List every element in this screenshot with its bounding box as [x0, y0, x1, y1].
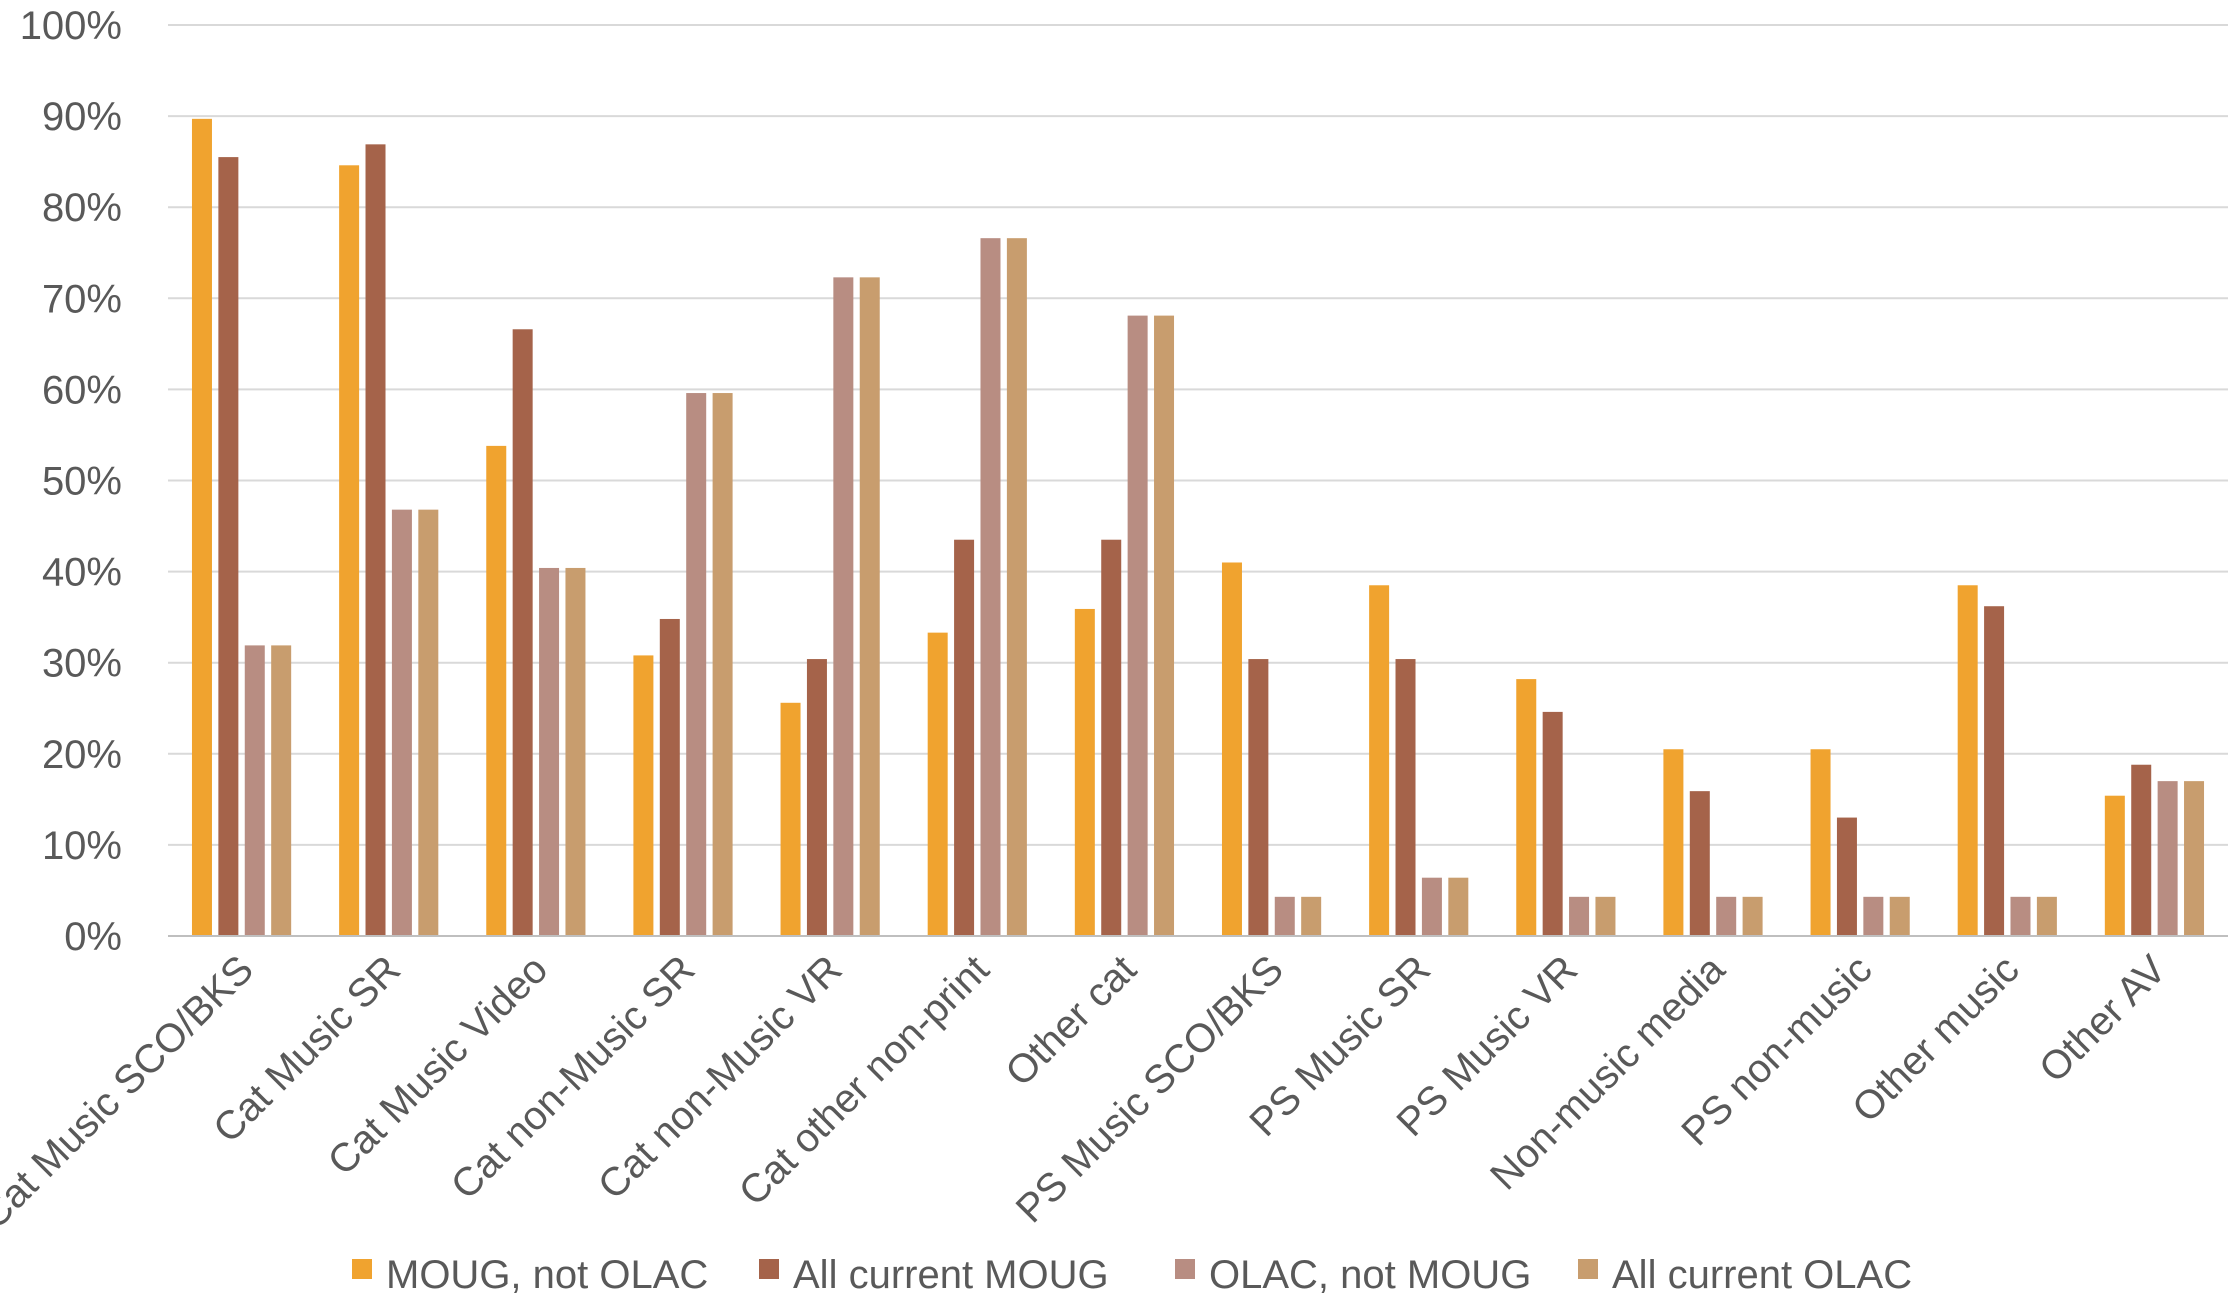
bar — [418, 509, 439, 936]
bar — [1074, 608, 1095, 936]
bar — [1516, 679, 1537, 936]
gridlines — [168, 24, 2228, 846]
bar — [1154, 315, 1175, 936]
bar — [391, 509, 412, 936]
bar — [1221, 562, 1242, 936]
bar — [1421, 877, 1442, 936]
x-tick-label: Other AV — [2031, 947, 2175, 1091]
bar — [1542, 711, 1563, 936]
bar — [859, 277, 880, 936]
bar — [659, 618, 680, 936]
bar — [2036, 896, 2057, 936]
bar — [1448, 877, 1469, 936]
legend-label: All current MOUG — [793, 1253, 1109, 1297]
bar — [244, 645, 265, 936]
bar — [1689, 791, 1710, 936]
bar — [2184, 781, 2205, 936]
x-tick-label: Cat other non-print — [731, 947, 998, 1214]
bar — [1274, 896, 1295, 936]
y-tick-label: 20% — [42, 733, 122, 777]
x-tick-label: PS Music SCO/BKS — [1008, 947, 1292, 1231]
bar — [512, 329, 533, 936]
legend-item: OLAC, not MOUG — [1175, 1253, 1531, 1297]
bar — [486, 445, 507, 936]
bar — [218, 157, 239, 937]
bars — [191, 118, 2205, 937]
legend-swatch — [759, 1259, 779, 1279]
y-tick-label: 90% — [42, 95, 122, 139]
bar — [1101, 539, 1122, 936]
bar — [2131, 764, 2152, 936]
bar — [1836, 817, 1857, 936]
legend-label: MOUG, not OLAC — [386, 1253, 708, 1297]
bar — [1569, 896, 1590, 936]
legend-swatch — [1578, 1259, 1598, 1279]
legend-swatch — [352, 1259, 372, 1279]
bar — [1395, 659, 1416, 936]
bar — [1716, 896, 1737, 936]
bar — [833, 277, 854, 936]
bar — [1006, 238, 1027, 936]
legend-item: MOUG, not OLAC — [352, 1253, 708, 1297]
x-tick-label: Other cat — [997, 947, 1144, 1094]
bar — [927, 632, 948, 936]
bar — [1127, 315, 1148, 936]
bar — [1863, 896, 1884, 936]
y-tick-label: 80% — [42, 186, 122, 230]
bar — [1742, 896, 1763, 936]
bar — [633, 655, 654, 936]
bar — [365, 144, 386, 936]
x-tick-label: Cat non-Music VR — [590, 947, 851, 1208]
bar — [2157, 781, 2178, 936]
y-tick-label: 100% — [20, 4, 122, 48]
legend-item: All current OLAC — [1578, 1253, 1912, 1297]
bar — [954, 539, 975, 936]
bar — [1301, 896, 1322, 936]
legend-swatch — [1175, 1259, 1195, 1279]
legend-label: All current OLAC — [1612, 1253, 1912, 1297]
bar — [1369, 585, 1390, 936]
bar — [1248, 659, 1269, 936]
bar — [686, 393, 707, 936]
bar — [539, 567, 560, 936]
y-tick-label: 50% — [42, 460, 122, 504]
bar — [2010, 896, 2031, 936]
bar — [1663, 749, 1684, 936]
legend: MOUG, not OLAC All current MOUG OLAC, not … — [352, 1253, 1912, 1297]
y-tick-label: 10% — [42, 824, 122, 868]
bar — [1984, 606, 2005, 936]
bar — [565, 567, 586, 936]
legend-item: All current MOUG — [759, 1253, 1109, 1297]
bar — [1957, 585, 1978, 936]
legend-label: OLAC, not MOUG — [1209, 1253, 1531, 1297]
y-tick-label: 0% — [64, 915, 122, 959]
bar — [1595, 896, 1616, 936]
y-tick-label: 60% — [42, 368, 122, 412]
y-tick-label: 30% — [42, 642, 122, 686]
bar — [980, 238, 1001, 936]
y-axis-tick-labels: 0% 10% 20% 30% 40% 50% 60% 70% 80% 90% 100% — [20, 4, 122, 959]
bar — [1889, 896, 1910, 936]
bar — [806, 659, 827, 936]
bar — [271, 645, 292, 936]
bar — [712, 393, 733, 936]
bar — [339, 165, 360, 936]
bar — [780, 702, 801, 936]
y-tick-label: 70% — [42, 277, 122, 321]
bar — [191, 118, 212, 936]
bar — [2104, 795, 2125, 936]
bar — [1810, 749, 1831, 936]
x-tick-label: Cat Music SCO/BKS — [0, 947, 262, 1237]
x-tick-label: Cat non-Music SR — [443, 947, 704, 1208]
y-tick-label: 40% — [42, 551, 122, 595]
